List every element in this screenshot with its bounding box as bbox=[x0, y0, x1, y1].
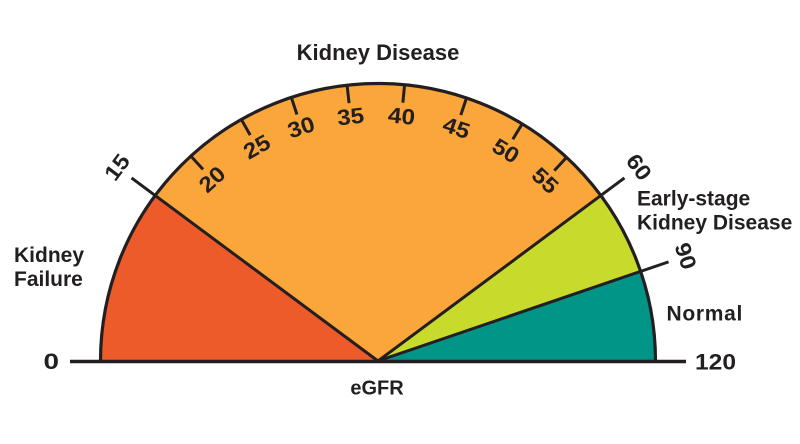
svg-text:Kidney Disease: Kidney Disease bbox=[637, 212, 792, 235]
svg-text:Kidney: Kidney bbox=[14, 244, 84, 267]
svg-text:90: 90 bbox=[669, 239, 701, 272]
svg-text:35: 35 bbox=[336, 103, 366, 131]
svg-text:Kidney Disease: Kidney Disease bbox=[297, 40, 460, 65]
svg-text:15: 15 bbox=[99, 149, 135, 185]
svg-text:60: 60 bbox=[621, 149, 657, 185]
svg-text:Normal: Normal bbox=[667, 302, 744, 325]
svg-text:40: 40 bbox=[387, 102, 416, 129]
svg-text:Early-stage: Early-stage bbox=[637, 188, 750, 211]
svg-text:0: 0 bbox=[44, 349, 60, 374]
svg-text:eGFR: eGFR bbox=[350, 378, 404, 400]
svg-text:120: 120 bbox=[695, 349, 736, 374]
svg-text:Failure: Failure bbox=[14, 268, 83, 291]
